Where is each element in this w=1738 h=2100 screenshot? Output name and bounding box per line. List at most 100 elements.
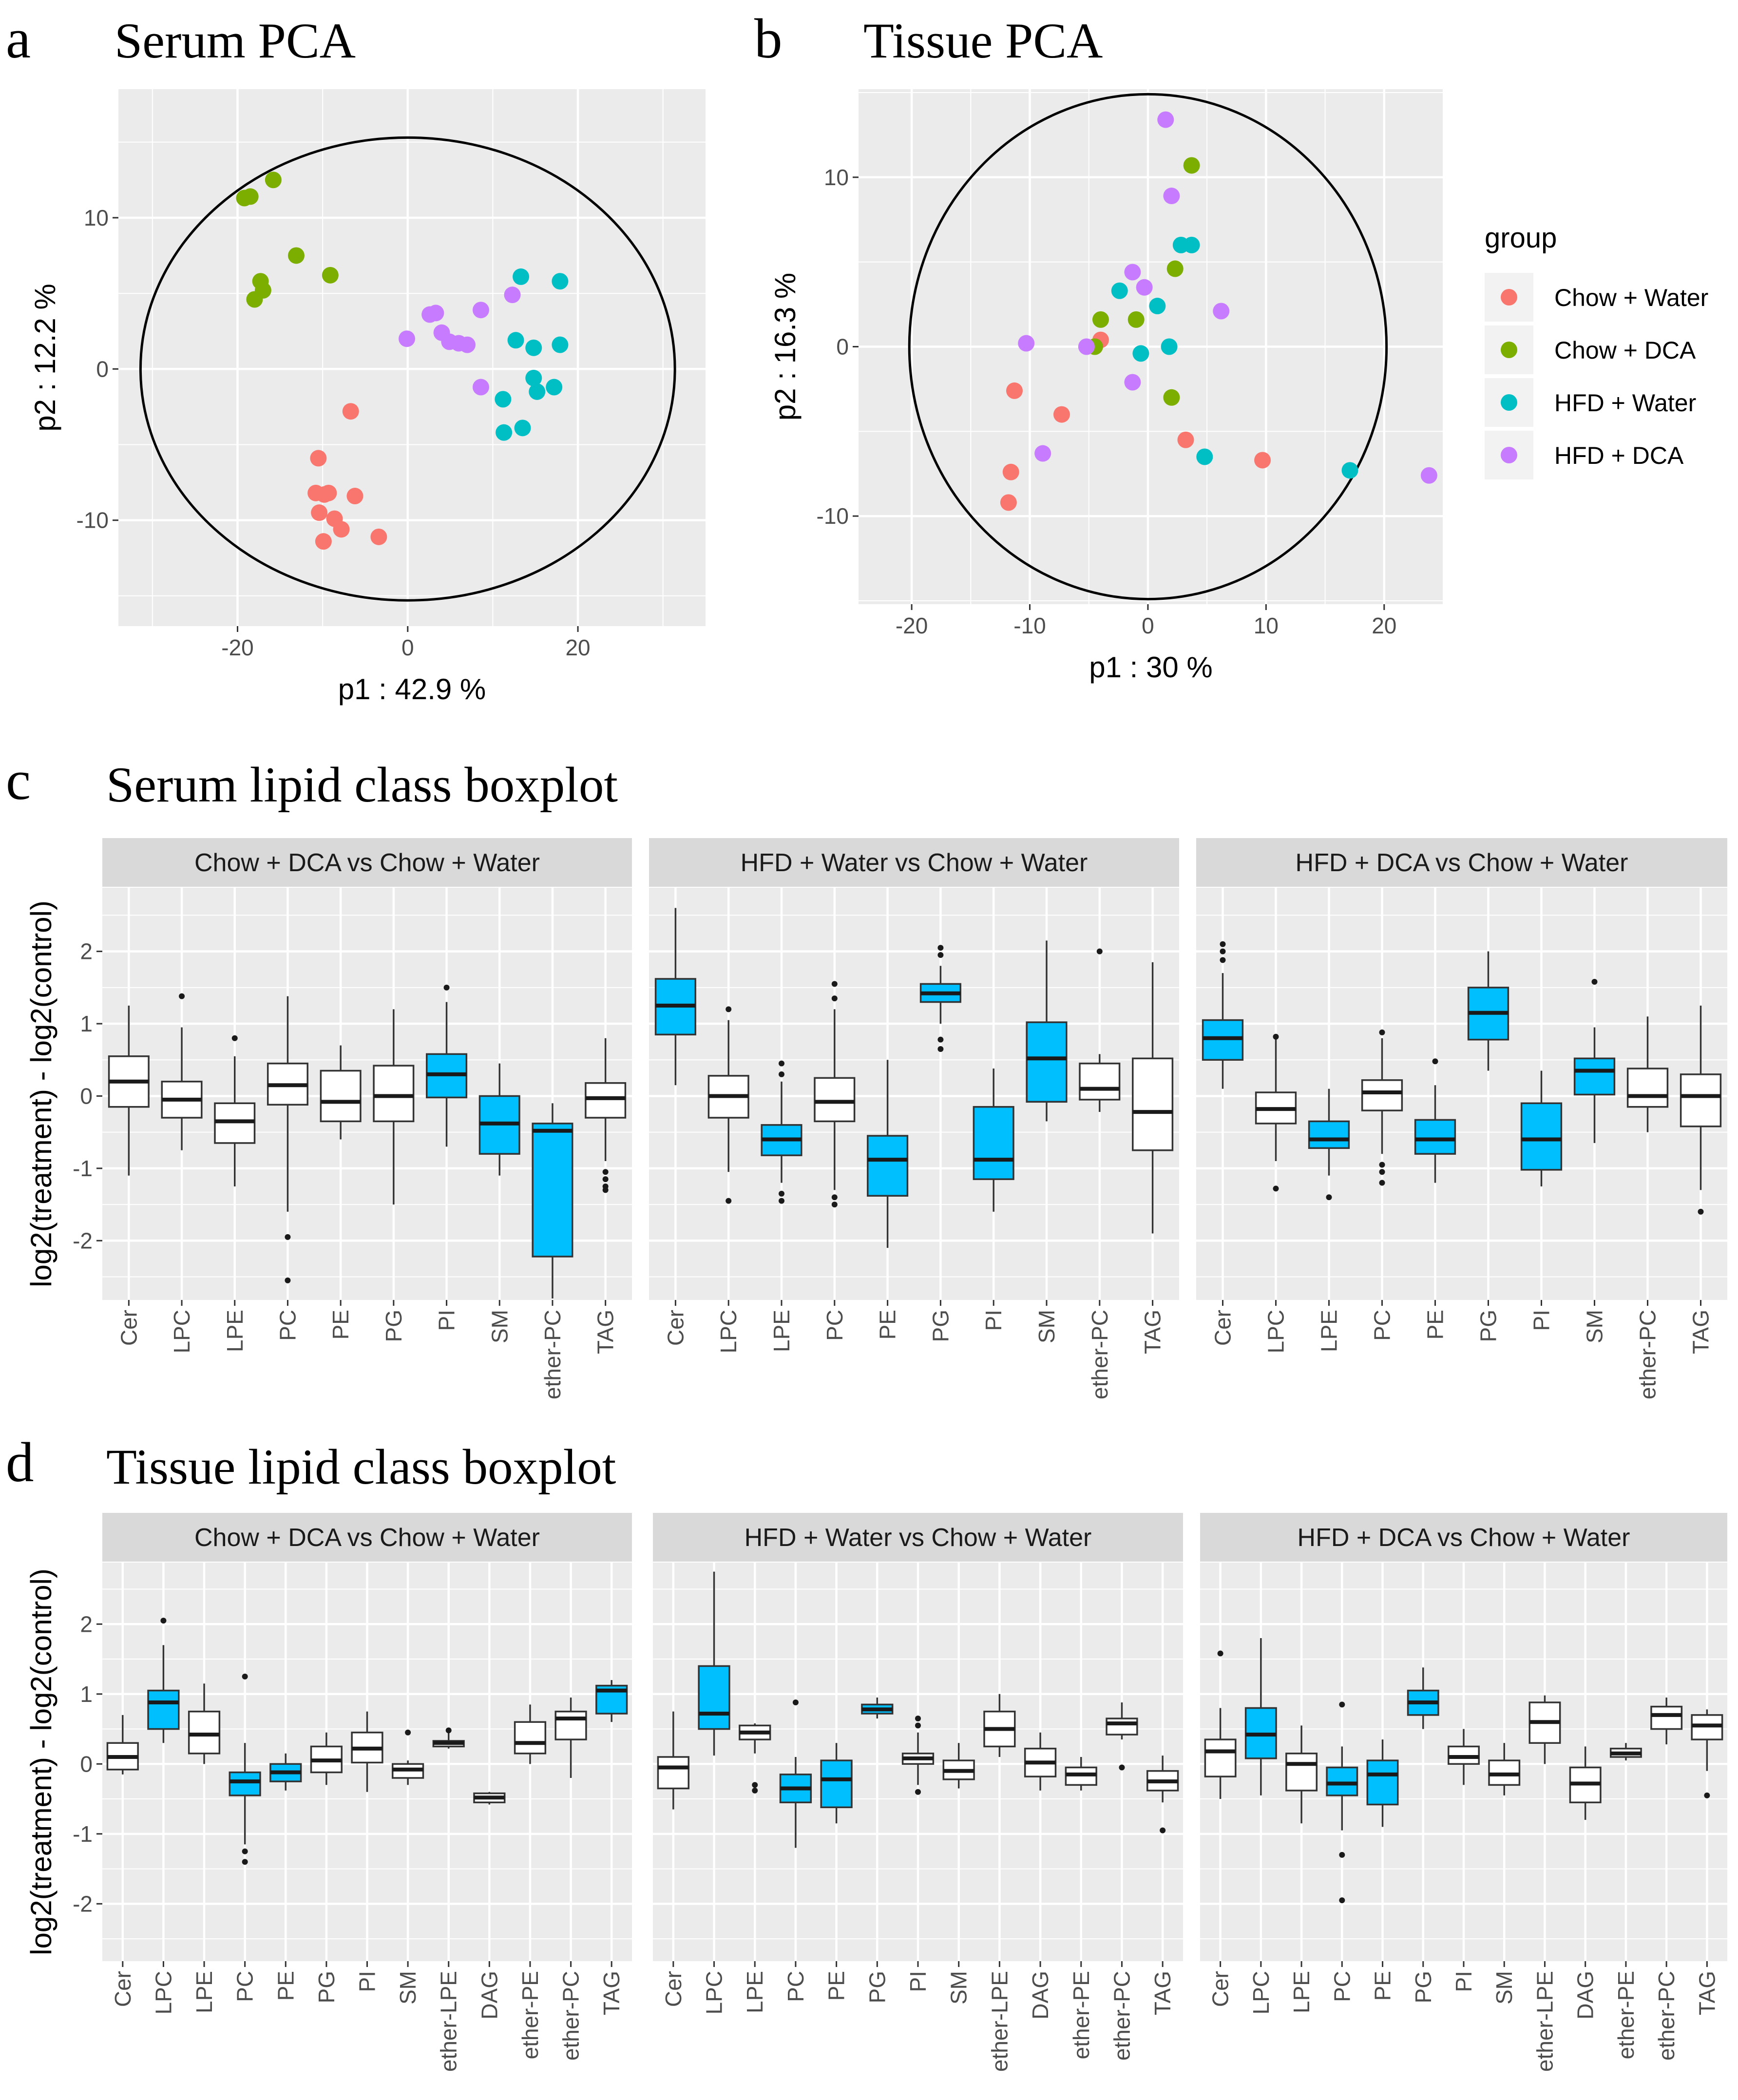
tissue-box-box bbox=[820, 1759, 853, 1809]
tissue-box-category-label: TAG bbox=[599, 1971, 624, 2015]
serum-box-box bbox=[1626, 1068, 1669, 1108]
serum-box-box bbox=[1132, 1057, 1174, 1151]
tissue-box-category-label: PG bbox=[314, 1971, 339, 2003]
serum-box-outlier bbox=[779, 1190, 784, 1197]
serum-pca-point bbox=[546, 379, 563, 396]
serum-box-y-tick-label: 0 bbox=[80, 1083, 93, 1108]
serum-pca-point bbox=[472, 302, 489, 319]
tissue-box-category-label: ether-PE bbox=[517, 1971, 543, 2060]
tissue-box-y-tick-label: -1 bbox=[73, 1821, 93, 1847]
serum-box-category-label: Cer bbox=[1210, 1310, 1236, 1346]
serum-pca-point bbox=[495, 391, 512, 408]
serum-box-outlier bbox=[831, 981, 838, 987]
tissue-box-outlier bbox=[242, 1848, 248, 1854]
tissue-box-box bbox=[229, 1771, 261, 1796]
tissue-pca-point bbox=[1183, 157, 1200, 174]
tissue-box-facet-label: HFD + DCA vs Chow + Water bbox=[1298, 1524, 1630, 1552]
tissue-pca-point bbox=[1018, 335, 1035, 352]
serum-box-outlier bbox=[726, 1198, 732, 1204]
serum-box-outlier bbox=[1591, 978, 1598, 985]
serum-box-outlier bbox=[779, 1060, 784, 1067]
panel-c-title: Serum lipid class boxplot bbox=[106, 757, 618, 813]
serum-pca-y-tick-label: 10 bbox=[84, 205, 109, 230]
tissue-pca-point bbox=[1124, 264, 1141, 281]
tissue-pca-point bbox=[1183, 236, 1200, 253]
serum-box-outlier bbox=[443, 984, 450, 991]
serum-box-category-label: LPE bbox=[769, 1310, 794, 1352]
serum-pca-x-axis-title: p1 : 42.9 % bbox=[338, 673, 486, 706]
serum-pca-point bbox=[507, 332, 524, 349]
tissue-box-category-label: Cer bbox=[1208, 1971, 1233, 2007]
tissue-pca-point bbox=[1000, 494, 1017, 511]
tissue-box-box bbox=[1650, 1705, 1683, 1730]
serum-pca-point bbox=[496, 424, 513, 441]
group-legend: group Chow + Water Chow + DCA HFD + Water H… bbox=[1485, 222, 1708, 479]
tissue-pca-point bbox=[1177, 431, 1194, 448]
serum-box-box bbox=[1079, 1062, 1121, 1101]
tissue-box-category-label: PI bbox=[1451, 1971, 1476, 1992]
serum-box-category-label: LPC bbox=[169, 1310, 194, 1353]
serum-pca-x-tick-label: -20 bbox=[221, 635, 253, 660]
serum-box-outlier bbox=[179, 993, 185, 999]
serum-box-y-tick-label: -1 bbox=[73, 1156, 93, 1181]
serum-box-outlier bbox=[1379, 1029, 1385, 1035]
tissue-box-category-label: PG bbox=[864, 1971, 890, 2003]
serum-box-category-label: PI bbox=[434, 1310, 459, 1331]
tissue-box-category-label: TAG bbox=[1694, 1971, 1719, 2015]
tissue-box-box bbox=[1204, 1738, 1237, 1777]
serum-pca-point bbox=[370, 528, 387, 545]
legend-key bbox=[1501, 342, 1517, 358]
legend-key bbox=[1501, 447, 1517, 463]
serum-box-category-label: Cer bbox=[116, 1310, 141, 1346]
serum-box-outlier bbox=[1379, 1162, 1385, 1168]
tissue-box-category-label: SM bbox=[946, 1971, 972, 2005]
panel-a-title: Serum PCA bbox=[115, 13, 356, 69]
serum-boxplot: Chow + DCA vs Chow + Water Cer LPC LPE PC PE P… bbox=[25, 838, 1727, 1399]
serum-pca-y-axis-title: p2 : 12.2 % bbox=[29, 284, 61, 432]
serum-box-outlier bbox=[285, 1277, 291, 1283]
serum-box-outlier bbox=[779, 1071, 784, 1077]
tissue-box-category-label: DAG bbox=[477, 1971, 502, 2020]
tissue-box-category-label: LPE bbox=[742, 1971, 767, 2013]
tissue-pca-x-tick-label: -10 bbox=[1013, 613, 1046, 638]
serum-box-box bbox=[1308, 1120, 1350, 1149]
serum-box-category-label: PG bbox=[928, 1310, 953, 1342]
tissue-pca-point bbox=[1111, 282, 1128, 299]
tissue-pca-y-tick-label: 10 bbox=[824, 165, 849, 190]
serum-box-outlier bbox=[1096, 948, 1103, 955]
tissue-pca-y-axis-title: p2 : 16.3 % bbox=[769, 273, 802, 421]
serum-pca-point bbox=[525, 369, 542, 386]
serum-box-box bbox=[585, 1082, 627, 1119]
serum-box-outlier bbox=[831, 995, 838, 1002]
serum-box-category-label: PC bbox=[1370, 1310, 1395, 1341]
tissue-pca-point bbox=[1132, 345, 1149, 362]
tissue-box-category-label: LPC bbox=[1248, 1971, 1274, 2014]
serum-box-category-label: LPC bbox=[1263, 1310, 1289, 1353]
serum-box-facet-strip bbox=[102, 838, 632, 887]
tissue-pca-y-tick-label: -10 bbox=[817, 503, 849, 529]
tissue-box-outlier bbox=[445, 1727, 452, 1734]
serum-pca-point bbox=[265, 172, 282, 189]
tissue-pca-point bbox=[1254, 452, 1271, 469]
tissue-box-box bbox=[188, 1710, 221, 1755]
tissue-box-outlier bbox=[752, 1782, 758, 1788]
tissue-box-outlier bbox=[1339, 1852, 1345, 1858]
tissue-box-category-label: LPE bbox=[191, 1971, 217, 2013]
serum-box-outlier bbox=[937, 1036, 944, 1043]
legend-key bbox=[1501, 289, 1517, 305]
serum-pca-plot: -20 0 20 -10 0 10 p1 : 42.9 % p2 : 12.2 % bbox=[29, 89, 706, 706]
serum-pca-x-tick-label: 20 bbox=[565, 635, 590, 660]
serum-pca-point bbox=[529, 383, 546, 400]
tissue-box-facet-label: Chow + DCA vs Chow + Water bbox=[194, 1524, 540, 1552]
serum-box-category-label: TAG bbox=[1140, 1310, 1165, 1354]
serum-box-outlier bbox=[831, 1202, 838, 1208]
serum-box-box bbox=[320, 1069, 362, 1123]
serum-box-category-label: SM bbox=[487, 1310, 512, 1343]
tissue-pca-point bbox=[1136, 279, 1153, 296]
tissue-box-outlier bbox=[1339, 1897, 1345, 1904]
serum-box-box bbox=[532, 1123, 573, 1258]
tissue-pca-x-axis-title: p1 : 30 % bbox=[1089, 651, 1213, 684]
panel-d-letter: d bbox=[6, 1432, 34, 1493]
serum-pca-point bbox=[310, 450, 327, 467]
tissue-box-outlier bbox=[1160, 1827, 1166, 1833]
